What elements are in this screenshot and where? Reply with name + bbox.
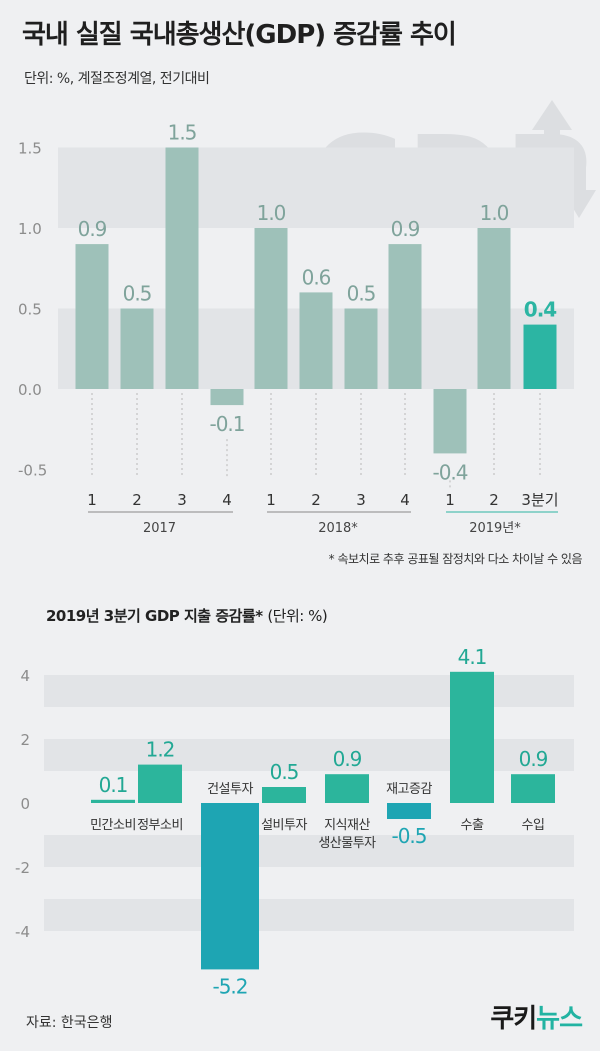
category-label: 수출 xyxy=(461,818,484,833)
second-chart-unit: (단위: %) xyxy=(267,607,328,625)
band-3 xyxy=(44,835,574,867)
y-tick-label: -0.5 xyxy=(18,462,47,480)
bar-value-label: 1.5 xyxy=(168,121,197,145)
bar-value-label: 0.9 xyxy=(78,217,107,241)
band-1 xyxy=(58,147,574,228)
category-label: 생산물투자 xyxy=(318,836,376,851)
y-tick-label: 1.5 xyxy=(18,140,42,158)
bar-q3 xyxy=(165,147,199,389)
bar-q2 xyxy=(120,308,154,389)
bar-value-label: 0.5 xyxy=(347,282,376,306)
bar-value-label: 0.4 xyxy=(524,298,557,322)
y-tick-label: 0.5 xyxy=(18,301,42,319)
x-tick-label: 1 xyxy=(87,491,97,509)
bar-3 xyxy=(201,803,259,970)
y-tick-label: 0.0 xyxy=(18,381,42,399)
x-tick-label: 2 xyxy=(311,491,321,509)
x-tick-label: 4 xyxy=(400,491,410,509)
bar-value-label: 1.0 xyxy=(480,201,509,225)
category-label: 건설투자 xyxy=(207,782,253,797)
second-chart-title: 2019년 3분기 GDP 지출 증감률* (단위: %) xyxy=(46,605,328,626)
bar-7 xyxy=(450,671,494,803)
x-tick-label: 1 xyxy=(266,491,276,509)
band-1 xyxy=(44,675,574,707)
bar-q11 xyxy=(523,324,557,389)
y-tick-label: 0 xyxy=(20,795,30,813)
footnote: * 속보치로 추후 공표될 잠정치와 다소 차이날 수 있음 xyxy=(328,552,583,566)
y-tick-label: 2 xyxy=(20,731,30,749)
y-tick-label: -2 xyxy=(15,859,30,877)
bar-q10 xyxy=(477,228,511,389)
category-label: 민간소비 xyxy=(90,818,136,833)
group-label: 2018* xyxy=(318,521,358,536)
bar-value-label: -0.5 xyxy=(391,824,426,848)
logo-part-a: 쿠키 xyxy=(490,1004,537,1034)
bar-q5 xyxy=(254,228,288,389)
bar-q8 xyxy=(388,244,422,389)
bar-value-label: 1.2 xyxy=(146,738,175,762)
bar-value-label: -5.2 xyxy=(212,974,247,998)
group-label: 2019년* xyxy=(469,521,521,536)
bar-value-label: 0.5 xyxy=(270,760,299,784)
bar-value-label: -0.4 xyxy=(432,460,467,484)
x-tick-label: 2 xyxy=(132,491,142,509)
bar-q1 xyxy=(75,244,109,389)
logo-part-b: 뉴스 xyxy=(536,1004,583,1034)
y-tick-label: -4 xyxy=(15,923,30,941)
kukinews-logo: 쿠키뉴스 xyxy=(490,998,583,1035)
band-2 xyxy=(44,739,574,771)
category-label: 지식재산 xyxy=(324,818,370,833)
x-tick-label: 1 xyxy=(445,491,455,509)
x-tick-label: 3분기 xyxy=(521,491,558,509)
source-label: 자료: 한국은행 xyxy=(26,1015,113,1031)
bar-q6 xyxy=(299,292,333,389)
page-title: 국내 실질 국내총생산(GDP) 증감률 추이 xyxy=(22,20,457,50)
bar-5 xyxy=(325,774,369,803)
bar-value-label: -0.1 xyxy=(209,412,244,436)
bar-1 xyxy=(91,799,135,803)
x-tick-label: 3 xyxy=(177,491,187,509)
category-label: 정부소비 xyxy=(137,818,183,833)
bar-6 xyxy=(387,803,431,819)
bar-4 xyxy=(262,787,306,803)
bar-q7 xyxy=(344,308,378,389)
band-4 xyxy=(44,899,574,931)
y-tick-label: 4 xyxy=(20,667,30,685)
second-chart-title-text: 2019년 3분기 GDP 지출 증감률* xyxy=(46,607,263,625)
bar-q4 xyxy=(210,389,244,406)
x-tick-label: 4 xyxy=(222,491,232,509)
bar-value-label: 0.9 xyxy=(333,747,362,771)
bar-value-label: 0.1 xyxy=(99,773,128,797)
bar-q9 xyxy=(433,389,467,454)
bar-value-label: 4.1 xyxy=(458,645,487,669)
bar-value-label: 0.9 xyxy=(391,217,420,241)
gdp-quarterly-chart: 1.5 1.0 0.5 0.0 -0.5 0.9 1 0.5 2 1.5 3 -0.1 4 1.0 1 0.6… xyxy=(18,121,574,536)
category-label: 수입 xyxy=(522,818,545,833)
unit-label: 단위: %, 계절조정계열, 전기대비 xyxy=(24,71,210,87)
x-tick-label: 2 xyxy=(489,491,499,509)
category-label: 설비투자 xyxy=(261,818,307,833)
bar-value-label: 0.9 xyxy=(519,747,548,771)
bar-value-label: 1.0 xyxy=(257,201,286,225)
group-label: 2017 xyxy=(143,521,176,536)
bar-8 xyxy=(511,774,555,803)
bar-value-label: 0.6 xyxy=(302,265,331,289)
y-tick-label: 1.0 xyxy=(18,220,42,238)
bar-value-label: 0.5 xyxy=(123,282,152,306)
category-label: 재고증감 xyxy=(386,782,432,797)
bar-2 xyxy=(138,764,182,803)
x-tick-label: 3 xyxy=(356,491,366,509)
